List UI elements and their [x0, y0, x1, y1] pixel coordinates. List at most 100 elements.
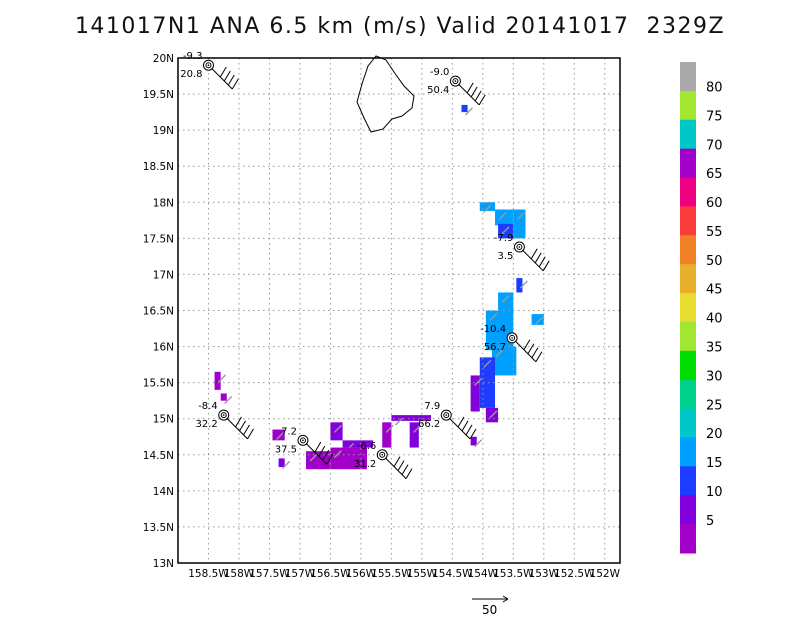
lon-tick-label: 156W [346, 568, 377, 580]
colorbar-label: 65 [706, 167, 723, 182]
lat-tick-label: 13.5N [143, 522, 174, 534]
lat-tick-label: 16N [153, 342, 174, 354]
station-marker: 7.2 37.5 [275, 426, 334, 465]
wind-arrow [333, 450, 342, 459]
wind-arrow [224, 395, 233, 404]
lon-tick-label: 153W [529, 568, 560, 580]
scale-arrow-label: 50 [482, 603, 497, 617]
colorbar-swatch [680, 235, 696, 265]
station-value-label: 37.5 [275, 444, 297, 455]
wind-arrow [498, 212, 507, 220]
colorbar-legend: 5 10 15 20 25 30 35 40 45 50 55 60 65 70 75 80 [680, 62, 723, 554]
colorbar-label: 30 [706, 369, 723, 384]
station-temp-label: -9.0 [430, 67, 450, 78]
lat-tick-label: 14N [153, 486, 174, 498]
wind-barb [514, 340, 537, 363]
wind-arrow [218, 374, 227, 383]
colorbar-swatch [680, 119, 696, 150]
wind-cell [470, 375, 480, 412]
colorbar-label: 20 [706, 427, 723, 442]
wind-arrow [413, 424, 422, 433]
colorbar-swatch [680, 148, 696, 179]
chart-title: 141017N1 ANA 6.5 km (m/s) Valid 20141017… [74, 14, 726, 39]
lon-tick-label: 158.5W [188, 568, 229, 580]
wind-cell [479, 357, 496, 408]
colorbar-swatch [680, 321, 696, 352]
colorbar-swatch [680, 466, 696, 496]
colorbar-label: 25 [706, 398, 723, 413]
wind-arrow [495, 349, 504, 358]
station-value-label: 20.8 [180, 69, 202, 80]
lon-tick-label: 153.5W [493, 568, 534, 580]
colorbar-label: 45 [706, 283, 723, 298]
station-marker: -6.6 31.2 [354, 441, 413, 479]
wind-arrow [519, 280, 528, 289]
colorbar-swatch [680, 495, 696, 525]
lon-tick-label: 156.5W [310, 568, 351, 580]
colorbar-label: 70 [706, 138, 723, 153]
wind-cell [485, 310, 514, 351]
lat-lon-gridlines [178, 57, 620, 564]
colorbar-label: 75 [706, 109, 723, 124]
station-value-label: 50.4 [427, 85, 449, 96]
station-marker: 7.9 66.2 [418, 401, 477, 440]
wind-arrow [276, 432, 284, 441]
wind-barb [522, 249, 544, 272]
wind-arrow [282, 460, 291, 469]
wind-arrow [464, 107, 473, 116]
wind-cell [220, 393, 227, 401]
map-frame [177, 57, 621, 564]
wind-speed-cells [214, 104, 544, 470]
wind-barb [211, 67, 233, 90]
station-value-label: 66.2 [418, 419, 440, 430]
colorbar-label: 35 [706, 340, 723, 355]
wind-arrow [516, 212, 525, 220]
lon-tick-label: 157.5W [249, 568, 290, 580]
wind-cell [214, 371, 221, 390]
station-marker: -10.4 56.7 [480, 324, 543, 363]
colorbar-swatch [680, 62, 696, 92]
colorbar-swatch [680, 177, 696, 207]
lat-tick-label: 15.5N [143, 378, 174, 390]
colorbar-swatch [680, 408, 696, 438]
wind-barb [305, 443, 328, 465]
colorbar-label: 15 [706, 456, 723, 471]
wind-cell [495, 209, 514, 226]
wind-arrow [489, 313, 498, 321]
station-temp-label: -9.3 [183, 51, 203, 62]
wind-cell [342, 440, 374, 448]
wind-cell [382, 422, 392, 448]
station-value-label: 32.2 [195, 419, 217, 430]
lat-tick-label: 13N [153, 558, 174, 570]
colorbar-swatch [680, 379, 696, 410]
station-temp-label: -6.6 [357, 441, 377, 452]
colorbar-swatch [680, 90, 696, 121]
lat-tick-label: 17.5N [143, 233, 174, 245]
lon-tick-label: 157W [285, 568, 316, 580]
station-value-label: 3.5 [498, 251, 514, 262]
wind-cell [278, 458, 285, 468]
wind-arrow [474, 377, 483, 386]
station-marker: -9.0 50.4 [427, 67, 486, 106]
colorbar-swatch [680, 350, 696, 381]
wind-arrow [535, 316, 544, 325]
colorbar-swatch [680, 206, 696, 236]
wind-cell [470, 436, 477, 446]
lon-tick-label: 152.5W [554, 568, 595, 580]
colorbar-label: 5 [706, 514, 714, 529]
lon-tick-label: 158W [224, 568, 255, 580]
wind-arrow [483, 204, 492, 213]
wind-cell [491, 346, 517, 376]
scale-arrow: 50 [472, 595, 509, 617]
wind-arrow [394, 417, 403, 426]
lon-tick-label: 152W [590, 568, 621, 580]
station-temp-label: 7.2 [281, 426, 297, 437]
colorbar-label: 40 [706, 312, 723, 327]
station-value-label: 56.7 [484, 342, 506, 353]
colorbar-label: 10 [706, 485, 723, 500]
wind-cell [306, 451, 331, 470]
lat-tick-label: 19.5N [143, 89, 174, 101]
wind-arrow [333, 424, 342, 433]
wind-barb [384, 457, 407, 479]
